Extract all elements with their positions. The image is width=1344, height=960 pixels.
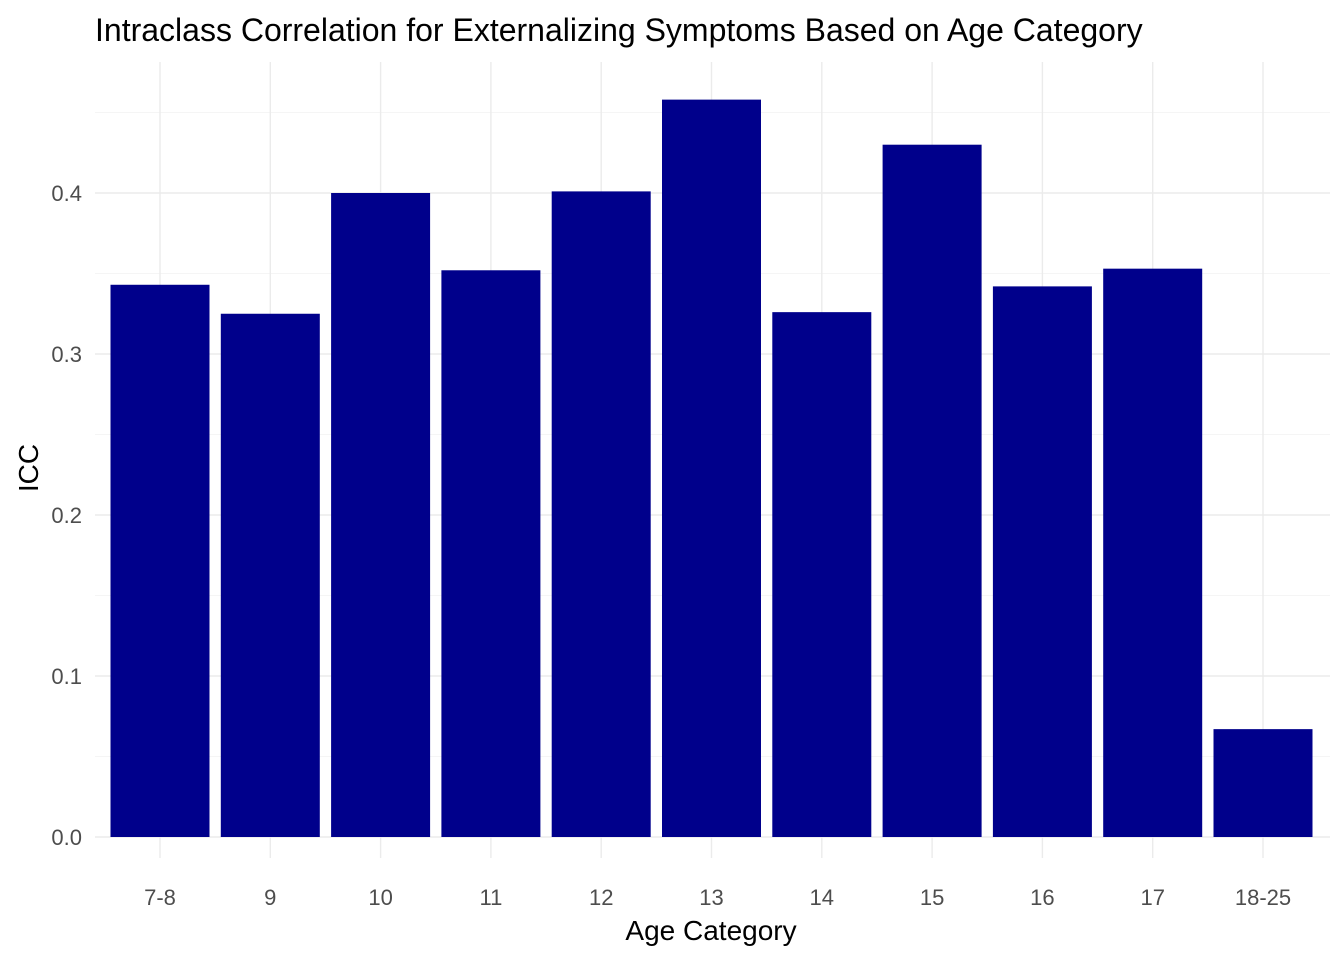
- bar: [441, 270, 541, 837]
- x-tick-label: 9: [264, 885, 276, 910]
- x-tick-label: 16: [1030, 885, 1054, 910]
- bar: [551, 191, 651, 837]
- y-axis-title: ICC: [13, 444, 44, 492]
- y-tick-label: 0.1: [51, 664, 82, 689]
- y-axis-ticks: 0.0 0.1 0.2 0.3 0.4: [51, 181, 82, 850]
- bar: [1213, 729, 1313, 837]
- y-tick-label: 0.0: [51, 825, 82, 850]
- y-tick-label: 0.4: [51, 181, 82, 206]
- x-tick-label: 18-25: [1235, 885, 1291, 910]
- x-tick-label: 12: [589, 885, 613, 910]
- x-tick-label: 7-8: [144, 885, 176, 910]
- bar: [110, 284, 210, 837]
- bar: [331, 193, 431, 837]
- x-tick-label: 14: [810, 885, 834, 910]
- x-tick-label: 17: [1140, 885, 1164, 910]
- bar: [1103, 268, 1203, 837]
- x-axis-title: Age Category: [625, 915, 796, 946]
- bar: [992, 286, 1092, 837]
- x-tick-label: 10: [368, 885, 392, 910]
- bar: [882, 144, 982, 837]
- bar: [662, 99, 761, 838]
- x-tick-label: 13: [699, 885, 723, 910]
- y-tick-label: 0.2: [51, 503, 82, 528]
- bars: [110, 99, 1313, 838]
- bar: [220, 313, 320, 837]
- x-axis-ticks: 7-8 9 10 11 12 13 14 15 16 17 18-25: [144, 885, 1291, 910]
- x-tick-label: 15: [920, 885, 944, 910]
- chart-title: Intraclass Correlation for Externalizing…: [95, 12, 1143, 48]
- y-tick-label: 0.3: [51, 342, 82, 367]
- bar: [772, 312, 872, 837]
- x-tick-label: 11: [479, 885, 502, 910]
